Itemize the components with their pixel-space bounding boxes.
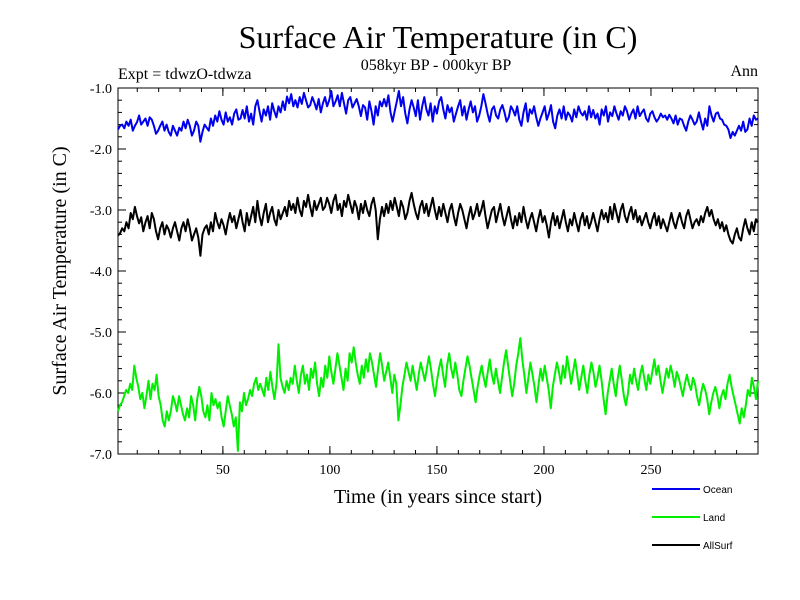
x-tick-label: 250 (640, 463, 661, 478)
x-tick-label: 100 (319, 463, 340, 478)
x-axis-label: Time (in years since start) (334, 486, 542, 508)
x-tick-label: 50 (216, 463, 230, 478)
chart-subtitle: 058kyr BP - 000kyr BP (361, 57, 512, 74)
x-tick-label: 150 (426, 463, 447, 478)
y-tick-label: -1.0 (90, 82, 112, 97)
y-tick-label: -3.0 (90, 204, 112, 219)
series-line-allsurf (117, 191, 759, 257)
experiment-label: Expt = tdwzO-tdwza (118, 66, 251, 83)
legend-label-land: Land (703, 513, 725, 524)
y-tick-label: -2.0 (90, 143, 112, 158)
y-tick-label: -7.0 (90, 448, 112, 463)
legend-label-allsurf: AllSurf (703, 541, 733, 552)
x-tick-label: 200 (533, 463, 554, 478)
series-line-ocean (117, 90, 759, 143)
plot-frame (117, 87, 759, 455)
y-tick-label: -6.0 (90, 387, 112, 402)
season-label: Ann (730, 63, 758, 80)
legend-label-ocean: Ocean (703, 485, 732, 496)
y-tick-label: -5.0 (90, 326, 112, 341)
chart-title: Surface Air Temperature (in C) (239, 19, 638, 55)
legend: Ocean Land AllSurf (652, 485, 733, 552)
y-axis-label: Surface Air Temperature (in C) (49, 146, 71, 395)
series-line-land (117, 337, 759, 452)
y-tick-label: -4.0 (90, 265, 112, 280)
